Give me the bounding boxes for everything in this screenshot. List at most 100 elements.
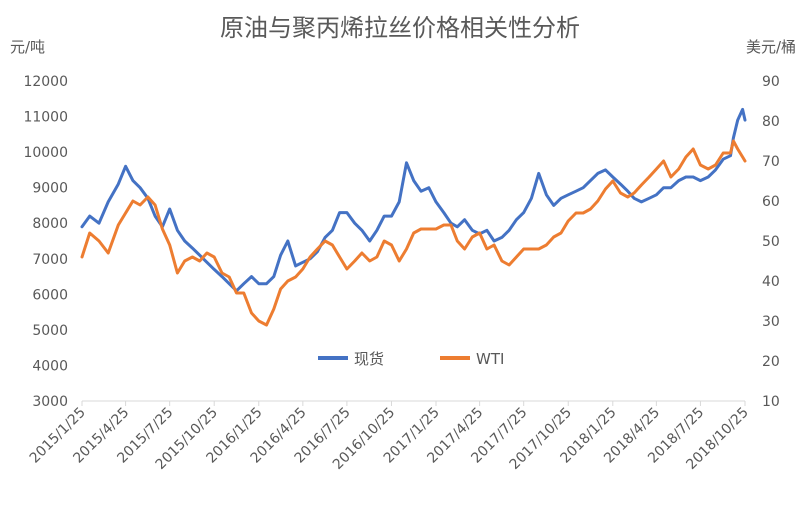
data-point-wti: [456, 240, 459, 242]
y-left-tick-label: 3000: [32, 394, 68, 410]
data-point-wti: [427, 228, 430, 230]
y-right-tick-label: 90: [762, 74, 780, 90]
data-point-wti: [582, 212, 585, 214]
data-point-wti: [732, 140, 735, 142]
data-point-spot: [88, 215, 91, 218]
data-point-spot: [107, 201, 110, 203]
data-point-wti: [611, 180, 614, 182]
data-point-wti: [435, 228, 437, 230]
y-axis-left-ticks: 3000 4000 5000 6000 7000 8000 9000 10000 11000 12…: [23, 74, 68, 410]
data-point-spot: [168, 208, 171, 210]
data-point-wti: [685, 156, 687, 158]
data-point-spot: [692, 176, 695, 178]
data-point-wti: [508, 264, 510, 266]
data-point-spot: [685, 176, 687, 178]
data-point-spot: [117, 183, 120, 186]
data-point-wti: [640, 184, 643, 186]
data-point-spot: [442, 211, 445, 214]
data-point-wti: [183, 260, 186, 262]
data-point-wti: [515, 256, 518, 258]
data-point-wti: [471, 236, 474, 238]
data-point-wti: [272, 308, 275, 310]
y-axis-right-ticks: 10 20 30 40 50 60 70 80 90: [762, 74, 780, 410]
data-point-spot: [545, 193, 548, 196]
data-point-spot: [139, 186, 142, 189]
data-point-wti: [552, 236, 555, 238]
data-point-spot: [493, 240, 495, 242]
data-point-wti: [361, 252, 363, 254]
data-point-spot: [508, 229, 510, 232]
data-point-spot: [567, 193, 570, 196]
data-point-spot: [206, 261, 208, 264]
data-point-wti: [213, 256, 216, 258]
data-point-spot: [456, 225, 459, 228]
data-point-wti: [383, 240, 386, 242]
data-point-spot: [257, 282, 260, 285]
data-point-spot: [427, 186, 430, 189]
data-point-spot: [744, 119, 746, 121]
data-point-spot: [530, 197, 533, 200]
y-right-tick-label: 40: [762, 274, 780, 290]
data-point-wti: [107, 252, 110, 254]
data-point-wti: [353, 260, 356, 262]
data-point-wti: [324, 240, 326, 242]
y-right-tick-label: 80: [762, 114, 780, 130]
data-point-wti: [648, 176, 650, 178]
data-point-wti: [221, 272, 223, 274]
data-point-spot: [361, 229, 363, 232]
y-axis-right-label: 美元/桶: [746, 38, 796, 56]
y-right-tick-label: 30: [762, 314, 780, 330]
data-point-wti: [662, 160, 665, 162]
data-point-wti: [670, 176, 672, 178]
data-point-spot: [124, 165, 127, 168]
y-left-tick-label: 10000: [23, 145, 68, 161]
data-point-wti: [655, 168, 658, 170]
data-point-spot: [176, 229, 179, 232]
data-point-spot: [242, 282, 245, 285]
data-point-spot: [655, 193, 658, 196]
data-point-spot: [648, 197, 650, 200]
data-point-spot: [463, 218, 466, 221]
data-point-wti: [714, 164, 717, 166]
data-point-wti: [699, 164, 702, 166]
data-point-spot: [707, 176, 710, 178]
data-point-spot: [640, 201, 643, 203]
y-left-tick-label: 11000: [23, 110, 68, 126]
data-point-wti: [168, 244, 171, 246]
data-point-wti: [545, 244, 548, 246]
data-point-spot: [552, 204, 555, 207]
data-point-spot: [662, 186, 665, 189]
data-point-spot: [619, 183, 622, 186]
data-point-wti: [589, 208, 592, 210]
data-point-spot: [376, 229, 378, 232]
data-point-wti: [250, 312, 253, 314]
data-point-spot: [398, 201, 401, 203]
data-point-spot: [677, 179, 680, 182]
data-point-wti: [412, 232, 415, 234]
data-point-spot: [420, 190, 422, 193]
data-point-wti: [420, 228, 422, 230]
data-point-wti: [117, 224, 120, 226]
data-point-spot: [191, 247, 194, 250]
data-point-wti: [405, 248, 408, 250]
data-point-spot: [383, 215, 386, 218]
data-point-wti: [139, 204, 142, 206]
data-point-wti: [198, 260, 201, 262]
chart-title: 原油与聚丙烯拉丝价格相关性分析: [220, 14, 580, 42]
y-left-tick-label: 5000: [32, 323, 68, 339]
y-left-tick-label: 4000: [32, 358, 68, 374]
data-point-wti: [191, 256, 194, 258]
y-left-tick-label: 9000: [32, 181, 68, 197]
data-point-wti: [692, 148, 695, 150]
data-point-wti: [741, 156, 744, 158]
data-point-wti: [331, 244, 334, 246]
data-point-spot: [611, 176, 614, 178]
data-point-spot: [522, 211, 525, 214]
data-point-spot: [154, 215, 157, 218]
y-axis-left-label: 元/吨: [10, 38, 45, 56]
data-point-spot: [346, 211, 348, 214]
data-point-spot: [183, 240, 186, 242]
y-left-tick-label: 8000: [32, 216, 68, 232]
